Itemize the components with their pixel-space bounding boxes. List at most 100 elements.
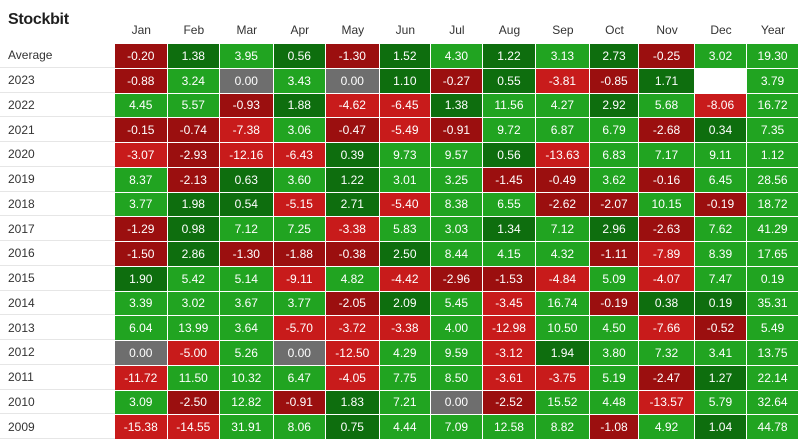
- heatmap-cell: 6.79: [589, 118, 640, 142]
- heatmap-cell: -6.45: [379, 93, 432, 118]
- table-row: 2009 -15.38 -14.55 31.91 8.06 0.75 4.44 7.09 12.…: [0, 414, 799, 439]
- heatmap-cell: 3.64: [220, 316, 274, 340]
- column-header-feb: Feb: [183, 23, 205, 37]
- heatmap-cell: 0.39: [326, 143, 380, 167]
- table-row: Average -0.20 1.38 3.95 0.56 -1.30 1.52 4.30 1.2…: [0, 43, 799, 68]
- heatmap-cell: 1.22: [482, 44, 537, 68]
- heatmap-cell: 3.01: [379, 167, 432, 192]
- heatmap-cell: 19.30: [747, 44, 799, 68]
- heatmap-cell: 3.39: [115, 291, 168, 316]
- heatmap-cell: 4.45: [115, 93, 168, 118]
- heatmap-cell: -3.72: [326, 316, 380, 340]
- row-label: 2018: [0, 192, 115, 217]
- heatmap-cell: 17.65: [747, 242, 799, 266]
- heatmap-cell: -9.11: [273, 266, 327, 291]
- column-header-jan: Jan: [131, 23, 151, 37]
- heatmap-cell: -5.49: [379, 118, 432, 142]
- heatmap-cell: 0.00: [326, 68, 380, 93]
- heatmap-cell: -0.38: [326, 242, 380, 266]
- heatmap-cell: 1.98: [167, 192, 221, 217]
- heatmap-cell: 3.02: [694, 44, 748, 68]
- heatmap-cell: -0.47: [326, 118, 380, 142]
- heatmap-cell: 8.38: [431, 192, 483, 217]
- heatmap-cell: 9.59: [431, 341, 483, 365]
- heatmap-cell: 6.47: [273, 365, 327, 390]
- heatmap-cell: -3.45: [482, 291, 537, 316]
- heatmap-cell: -2.47: [639, 365, 695, 390]
- heatmap-cell: -0.19: [694, 192, 748, 217]
- column-headers: Jan Feb Mar Apr May Jun Jul Aug Sep Oct Nov Dec Year: [115, 0, 799, 43]
- row-label: Average: [0, 44, 115, 68]
- heatmap-cell: -5.15: [273, 192, 327, 217]
- heatmap-cell: -1.45: [482, 167, 537, 192]
- heatmap-cell: 8.39: [694, 242, 748, 266]
- heatmap-cell: 9.72: [482, 118, 537, 142]
- heatmap-cell: -8.06: [694, 93, 748, 118]
- heatmap-cell: 1.22: [326, 167, 380, 192]
- heatmap-cell: -0.49: [536, 167, 590, 192]
- heatmap-cell: 16.74: [536, 291, 590, 316]
- column-header-nov: Nov: [656, 23, 678, 37]
- heatmap-cell: 7.12: [536, 217, 590, 241]
- heatmap-cell: -0.91: [431, 118, 483, 142]
- heatmap-cell: 3.03: [431, 217, 483, 241]
- heatmap-cell: 15.52: [536, 390, 590, 415]
- heatmap-cell: -0.15: [115, 118, 168, 142]
- heatmap-cell: 1.04: [694, 415, 748, 439]
- heatmap-cell: -1.88: [273, 242, 327, 266]
- heatmap-cell: -1.11: [589, 242, 640, 266]
- heatmap-cell: -2.96: [431, 266, 483, 291]
- heatmap-cell: 0.75: [326, 415, 380, 439]
- heatmap-cell: 2.09: [379, 291, 432, 316]
- column-header-jul: Jul: [449, 23, 465, 37]
- heatmap-cell: -5.00: [167, 341, 221, 365]
- heatmap-cell: -0.93: [220, 93, 274, 118]
- heatmap-cell: 7.47: [694, 266, 748, 291]
- heatmap-cell: -0.25: [639, 44, 695, 68]
- heatmap-cell: -4.42: [379, 266, 432, 291]
- row-label: 2019: [0, 167, 115, 192]
- heatmap-cell: 0.19: [694, 291, 748, 316]
- heatmap-cell: 3.09: [115, 390, 168, 415]
- heatmap-cell: 3.43: [273, 68, 327, 93]
- heatmap-cell: 32.64: [747, 390, 799, 415]
- heatmap-cell: -0.88: [115, 68, 168, 93]
- heatmap-cell: 1.34: [482, 217, 537, 241]
- row-label: 2009: [0, 415, 115, 439]
- heatmap-cell: 0.98: [167, 217, 221, 241]
- heatmap-cell: 3.06: [273, 118, 327, 142]
- heatmap-cell: 11.56: [482, 93, 537, 118]
- stockbit-logo: Stockbit: [8, 10, 69, 28]
- heatmap-cell: 9.11: [694, 143, 748, 167]
- heatmap-cell: -1.30: [326, 44, 380, 68]
- heatmap-cell: 6.83: [589, 143, 640, 167]
- row-label: 2015: [0, 266, 115, 291]
- heatmap-cell: 4.32: [536, 242, 590, 266]
- table-row: 2014 3.39 3.02 3.67 3.77 -2.05 2.09 5.45 -3.45 16…: [0, 290, 799, 316]
- returns-heatmap: Stockbit Jan Feb Mar Apr May Jun Jul Aug Sep Oct N…: [0, 0, 799, 439]
- heatmap-cell: 3.24: [167, 68, 221, 93]
- heatmap-cell: 7.75: [379, 365, 432, 390]
- table-row: 2018 3.77 1.98 0.54 -5.15 2.71 -5.40 8.38 6.55 -2…: [0, 191, 799, 217]
- heatmap-cell: -3.12: [482, 341, 537, 365]
- column-header-dec: Dec: [710, 23, 732, 37]
- heatmap-cell: 3.79: [747, 68, 799, 93]
- heatmap-cell: 31.91: [220, 415, 274, 439]
- table-row: 2015 1.90 5.42 5.14 -9.11 4.82 -4.42 -2.96 -1.53…: [0, 265, 799, 291]
- heatmap-cell: -4.07: [639, 266, 695, 291]
- heatmap-cell: 1.38: [167, 44, 221, 68]
- table-row: 2023 -0.88 3.24 0.00 3.43 0.00 1.10 -0.27 0.55 -3…: [0, 67, 799, 93]
- heatmap-cell: 0.19: [747, 266, 799, 291]
- heatmap-cell: -12.16: [220, 143, 274, 167]
- heatmap-cell: 3.25: [431, 167, 483, 192]
- heatmap-cell: 3.80: [589, 341, 640, 365]
- heatmap-cell: 3.95: [220, 44, 274, 68]
- heatmap-cell: -3.38: [326, 217, 380, 241]
- heatmap-cell: 0.00: [431, 390, 483, 415]
- heatmap-cell: 2.71: [326, 192, 380, 217]
- table-row: 2010 3.09 -2.50 12.82 -0.91 1.83 7.21 0.00 -2.52…: [0, 389, 799, 415]
- row-label: 2021: [0, 118, 115, 142]
- column-header-jun: Jun: [395, 23, 415, 37]
- heatmap-cell: 4.00: [431, 316, 483, 340]
- heatmap-cell: -11.72: [115, 365, 168, 390]
